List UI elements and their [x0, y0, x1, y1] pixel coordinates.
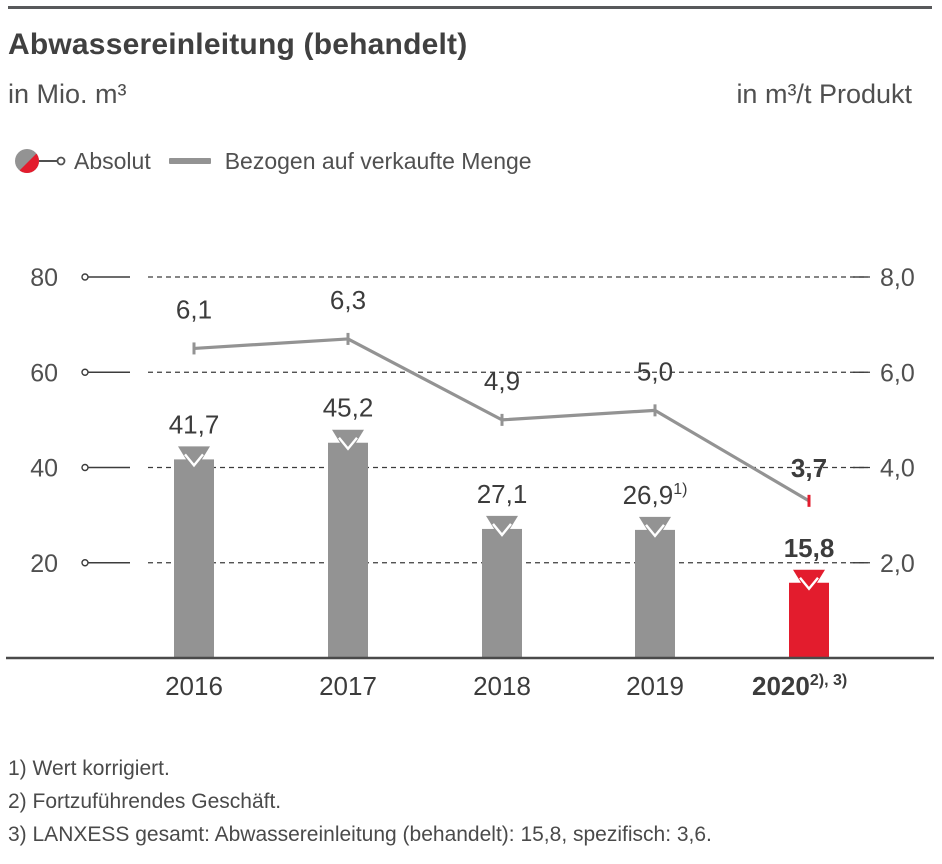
legend-absolute-label: Absolut	[74, 147, 151, 174]
x-tick-label: 2016	[165, 671, 223, 701]
chart-legend: Absolut Bezogen auf verkaufte Menge	[14, 146, 532, 176]
left-tick-dot	[81, 273, 89, 281]
bar-marker-chevron	[184, 453, 204, 468]
footnote-1: 1) Wert korrigiert.	[8, 757, 170, 780]
x-tick-label: 2019	[626, 671, 684, 701]
x-tick-label: 2018	[473, 671, 531, 701]
x-tick-label: 2017	[319, 671, 377, 701]
bar-marker-chevron	[338, 436, 358, 451]
legend-relative-label: Bezogen auf verkaufte Menge	[224, 147, 532, 174]
left-tick-dot	[81, 368, 89, 376]
bar-marker	[332, 429, 364, 456]
bar-marker	[793, 569, 825, 596]
top-rule	[8, 6, 932, 9]
chart-area: 20 40 60 80 2,0 4,0 6,0 8,0 41,7 45,2 27,1 26,91) 15…	[6, 264, 934, 701]
bar-2017	[328, 442, 368, 658]
left-tick-label: 60	[30, 359, 58, 387]
bar-marker	[639, 516, 671, 543]
left-tick-label: 40	[30, 455, 58, 483]
bar-value-label: 41,7	[169, 409, 220, 439]
right-tick-label: 4,0	[880, 455, 915, 483]
legend-line-swatch	[168, 158, 211, 164]
bar-2018	[482, 528, 522, 658]
bar-2019	[635, 529, 675, 658]
absolute-legend-icon	[15, 149, 66, 173]
left-tick-dot	[81, 463, 89, 472]
left-tick-dot	[81, 559, 89, 567]
footnote-3: 3) LANXESS gesamt: Abwassereinleitung (b…	[8, 823, 712, 846]
line-value-label: 6,1	[176, 294, 212, 324]
right-tick-label: 2,0	[880, 550, 915, 578]
left-tick-label: 80	[30, 264, 58, 292]
bar-value-label: 45,2	[323, 393, 374, 423]
line-value-label: 3,7	[791, 453, 827, 483]
footnote-2: 2) Fortzuführendes Geschäft.	[8, 790, 282, 813]
line-value-label: 6,3	[330, 285, 366, 315]
bar-marker-chevron	[492, 523, 512, 537]
footnotes: 1) Wert korrigiert. 2) Fortzuführendes G…	[8, 752, 712, 851]
bar-marker	[178, 446, 210, 473]
bar-marker-chevron	[645, 524, 665, 538]
left-axis-unit: in Mio. m³	[8, 79, 127, 109]
bar-value-label: 26,91)	[623, 480, 688, 510]
line-value-label: 4,9	[484, 366, 520, 396]
chart-title: Abwassereinleitung (behandelt)	[8, 28, 468, 61]
bar-value-label: 15,8	[784, 533, 835, 563]
right-tick-label: 6,0	[880, 359, 915, 387]
bar-2016	[174, 459, 214, 658]
right-tick-label: 8,0	[880, 264, 915, 292]
x-tick-label: 20202), 3)	[752, 671, 847, 701]
line-value-label: 5,0	[637, 356, 673, 386]
bar-marker-chevron	[799, 576, 819, 591]
right-axis-unit: in m³/t Produkt	[736, 79, 912, 109]
bar-marker	[486, 515, 518, 542]
left-tick-label: 20	[30, 550, 58, 578]
bar-value-label: 27,1	[477, 479, 528, 509]
